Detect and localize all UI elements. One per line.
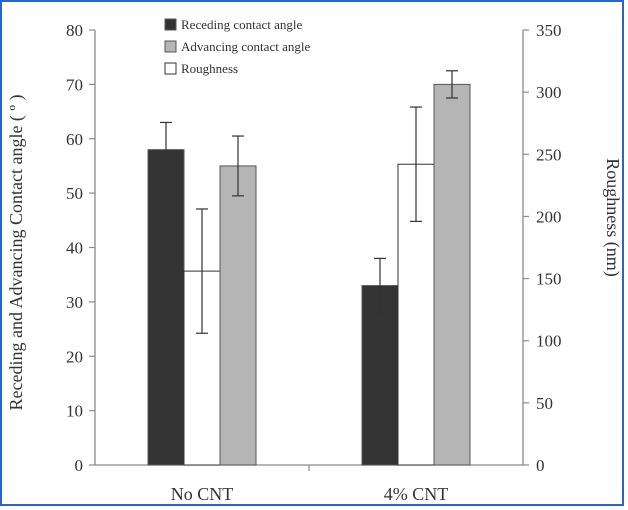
y-tick-label-right: 200	[536, 207, 562, 226]
y-tick-label-left: 40	[66, 239, 83, 258]
legend-swatch	[164, 62, 177, 75]
axes-layer: 0 10 20 30 40 50 60 70 80 0 50 100 150 200 250 300 350	[66, 21, 562, 475]
bar	[219, 165, 257, 466]
y-tick-label-right: 0	[536, 456, 545, 475]
y-tick-label-right: 350	[536, 21, 562, 40]
legend-swatch	[164, 40, 177, 53]
y-axis-title-right: Roughness (nm)	[602, 158, 623, 277]
y-tick-label-right: 150	[536, 270, 562, 289]
legend-label: Advancing contact angle	[181, 39, 310, 54]
legend-swatch	[164, 18, 177, 31]
y-tick-label-left: 60	[66, 130, 83, 149]
y-tick-label-left: 20	[66, 347, 83, 366]
bar	[433, 83, 471, 466]
y-tick-label-left: 10	[66, 402, 83, 421]
y-axis-title-left: Receding and Advancing Contact angle ( º…	[6, 95, 27, 411]
legend-label: Roughness	[181, 61, 238, 76]
y-tick-label-left: 0	[75, 456, 84, 475]
error-bars-layer	[160, 70, 458, 334]
y-tick-label-left: 80	[66, 21, 83, 40]
legend: Receding contact angle Advancing contact …	[164, 17, 310, 76]
bar	[147, 149, 185, 466]
y-tick-label-left: 30	[66, 293, 83, 312]
y-tick-label-right: 50	[536, 394, 553, 413]
y-tick-label-right: 250	[536, 145, 562, 164]
y-tick-label-left: 50	[66, 184, 83, 203]
labels-layer: No CNT 4% CNT Receding and Advancing Conta…	[6, 95, 623, 504]
x-tick-label: No CNT	[171, 484, 234, 504]
x-tick-label: 4% CNT	[384, 484, 449, 504]
y-tick-label-left: 70	[66, 75, 83, 94]
bars-layer	[147, 83, 471, 466]
y-tick-label-right: 100	[536, 332, 562, 351]
y-tick-label-right: 300	[536, 83, 562, 102]
legend-label: Receding contact angle	[181, 17, 303, 32]
